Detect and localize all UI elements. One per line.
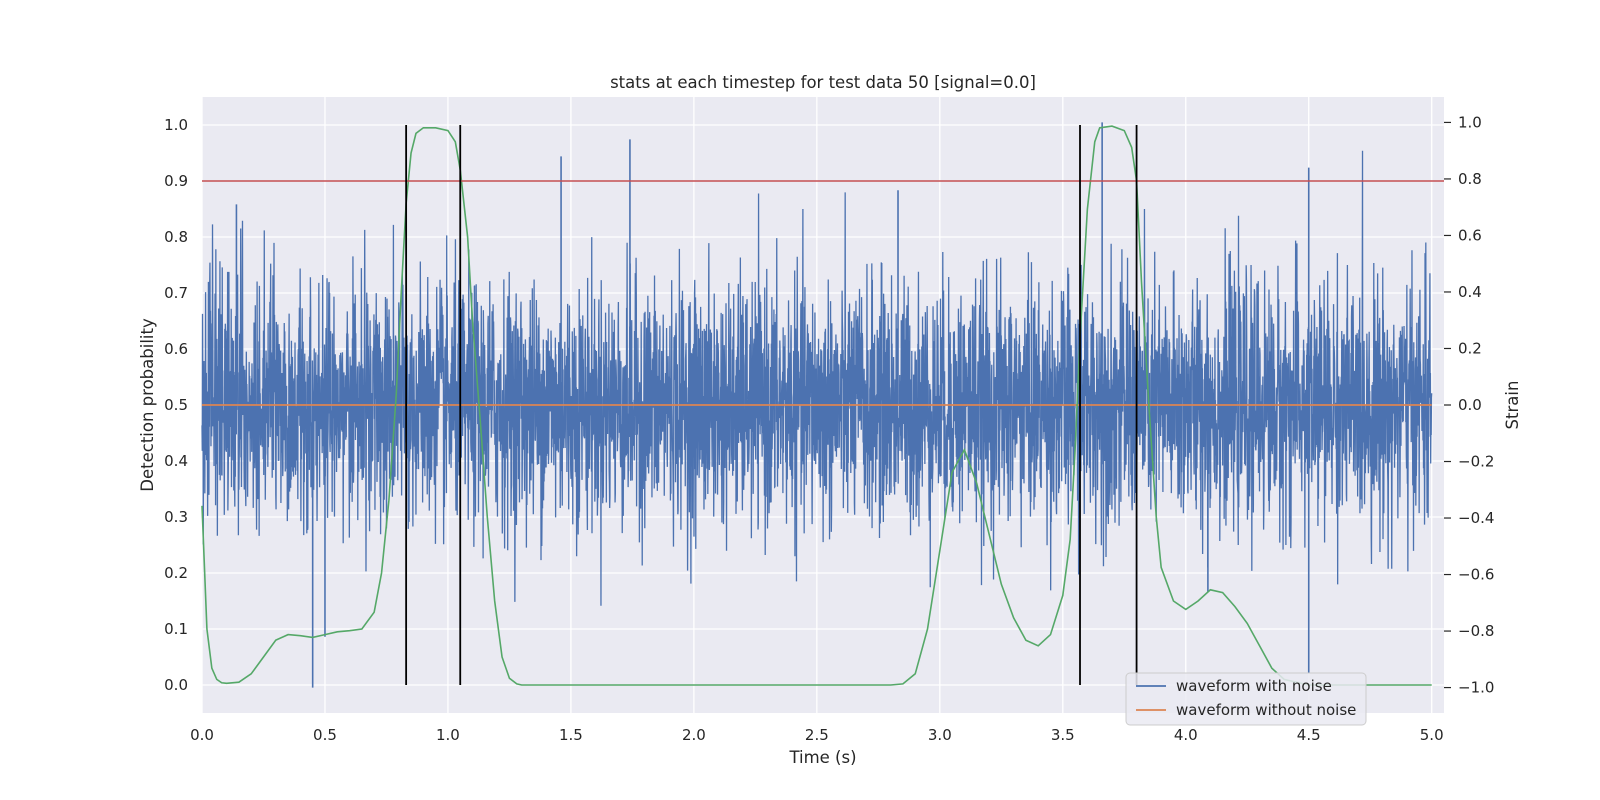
y-tick-label: 0.0 <box>164 676 188 694</box>
probability-line <box>201 125 1432 686</box>
y2-tick-label: 0.8 <box>1458 170 1482 188</box>
legend-box <box>1125 672 1367 726</box>
y-tick-label: 1.0 <box>164 116 188 134</box>
x-tick-label: 1.5 <box>559 726 583 744</box>
y2-tick-label: 0.2 <box>1458 339 1482 357</box>
detection-markers <box>405 125 1138 685</box>
y-axis-label: Detection probability <box>138 318 157 492</box>
y2-tick-label: 0.4 <box>1458 283 1482 301</box>
x-tick-label: 4.0 <box>1174 726 1198 744</box>
y2-tick-label: 0.0 <box>1458 396 1482 414</box>
y2-tick-label: −0.6 <box>1458 566 1494 584</box>
legend-label-clean: waveform without noise <box>1176 701 1356 719</box>
y2-tick-label: 1.0 <box>1458 113 1482 131</box>
chart-title: stats at each timestep for test data 50 … <box>610 73 1036 92</box>
y2-tick-label: −0.4 <box>1458 509 1494 527</box>
y-tick-label: 0.9 <box>164 172 188 190</box>
y-tick-label: 0.3 <box>164 508 188 526</box>
y2-tick-label: −0.8 <box>1458 622 1494 640</box>
legend: waveform with noise waveform without noi… <box>1125 672 1367 726</box>
legend-label-noise: waveform with noise <box>1176 677 1332 695</box>
y2-tick-label: −1.0 <box>1458 679 1494 697</box>
y2-tick-label: 0.6 <box>1458 226 1482 244</box>
y-tick-label: 0.4 <box>164 452 188 470</box>
y-tick-label: 0.2 <box>164 564 188 582</box>
x-tick-label: 3.0 <box>928 726 952 744</box>
x-axis-ticks: 0.0 0.5 1.0 1.5 2.0 2.5 3.0 3.5 4.0 4.5 5.0 <box>190 726 1444 744</box>
x-tick-label: 1.0 <box>436 726 460 744</box>
x-axis-label: Time (s) <box>788 748 856 767</box>
y-tick-label: 0.5 <box>164 396 188 414</box>
x-tick-label: 2.5 <box>805 726 829 744</box>
x-tick-label: 2.0 <box>682 726 706 744</box>
y2-axis-ticks: −1.0 −0.8 −0.6 −0.4 −0.2 0.0 0.2 0.4 0.6 0.8 1.0 <box>1444 113 1494 697</box>
y-tick-label: 0.7 <box>164 284 188 302</box>
y-tick-label: 0.1 <box>164 620 188 638</box>
y-tick-label: 0.6 <box>164 340 188 358</box>
y-axis-ticks: 0.0 0.1 0.2 0.3 0.4 0.5 0.6 0.7 0.8 0.9 1.0 <box>164 116 188 694</box>
x-tick-label: 0.0 <box>190 726 214 744</box>
x-tick-label: 4.5 <box>1297 726 1321 744</box>
x-tick-label: 0.5 <box>313 726 337 744</box>
y2-axis-label: Strain <box>1503 381 1522 430</box>
y2-tick-label: −0.2 <box>1458 453 1494 471</box>
x-tick-label: 3.5 <box>1051 726 1075 744</box>
x-tick-label: 5.0 <box>1420 726 1444 744</box>
y-tick-label: 0.8 <box>164 228 188 246</box>
series-detection-probability <box>201 125 1432 686</box>
